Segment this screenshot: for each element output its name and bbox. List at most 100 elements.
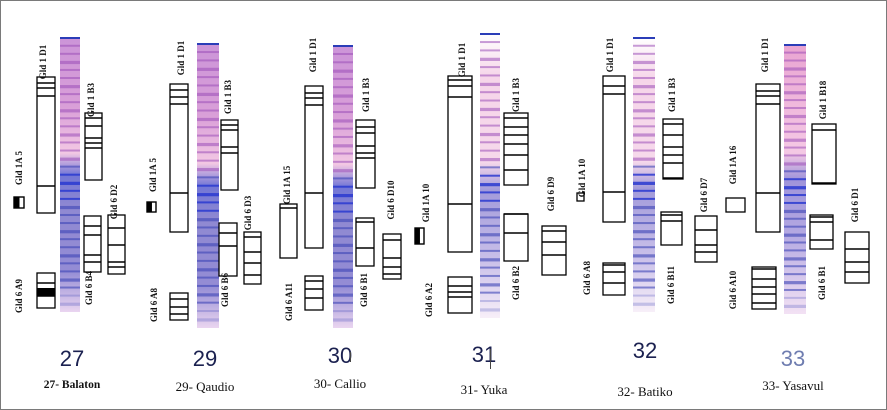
gel-band xyxy=(333,210,353,213)
gel-band xyxy=(197,67,219,71)
variety-name: 32- Batiko xyxy=(617,384,673,399)
gel-band xyxy=(784,83,806,86)
gel-band xyxy=(333,252,353,255)
locus-label-gld1a: Gld 1A 5 xyxy=(148,157,158,192)
gld-1d-box xyxy=(169,83,189,233)
gel-band xyxy=(197,159,219,162)
gel-band xyxy=(480,291,500,294)
locus-label-gld6d: Gld 6 D3 xyxy=(243,195,253,230)
locus-label-gld6a: Gld 6 A8 xyxy=(149,287,159,322)
gel-band xyxy=(197,76,219,79)
gel-band xyxy=(480,241,500,244)
gel-lane xyxy=(633,37,655,312)
variety-name: 31- Yuka xyxy=(460,382,508,397)
gel-band xyxy=(784,296,806,299)
locus-label-gld6b: Gld 6 B1 xyxy=(817,265,827,300)
gel-lane xyxy=(60,37,80,312)
gel-band xyxy=(60,270,80,273)
gel-band xyxy=(333,310,353,313)
gel-band xyxy=(197,276,219,279)
gel-band xyxy=(480,266,500,269)
gld-6b-box xyxy=(218,222,238,277)
lane-32: Gld 1 D1 Gld 1 B3 Gld 1A 10 Gld 6 A8 Gld 6 B… xyxy=(576,37,718,312)
gld-6a-box-outline xyxy=(304,275,324,311)
gel-band xyxy=(633,286,655,289)
gel-band xyxy=(60,85,80,89)
gel-band xyxy=(480,166,500,169)
gel-band xyxy=(197,193,219,197)
gel-band xyxy=(633,181,655,185)
gel-band xyxy=(333,144,353,148)
gel-band xyxy=(333,102,353,105)
gel-band xyxy=(480,124,500,127)
gel-band xyxy=(197,251,219,254)
tick-mark xyxy=(350,352,351,362)
gel-band xyxy=(784,138,806,142)
gld-6b-box-outline xyxy=(218,222,238,277)
locus-label-gld6d: Gld 6 D7 xyxy=(699,177,709,212)
gel-lane xyxy=(333,45,353,328)
gel-band xyxy=(633,213,655,216)
gel-band xyxy=(633,278,655,282)
gel-band xyxy=(60,254,80,258)
gel-band xyxy=(480,174,500,177)
locus-label-gld1a: Gld 1A 15 xyxy=(282,165,292,204)
gld-6d-box xyxy=(243,231,262,285)
gel-band xyxy=(784,265,806,268)
gld-1a-box xyxy=(146,201,157,213)
gel-band xyxy=(633,246,655,249)
gel-band xyxy=(784,288,806,291)
gld-6a-box-outline xyxy=(751,266,777,310)
gel-band xyxy=(333,301,353,304)
gel-band xyxy=(60,157,80,161)
locus-label-gld6a: Gld 6 A8 xyxy=(582,260,592,295)
gel-band xyxy=(60,262,80,265)
gel-band xyxy=(60,173,80,176)
gld-1d-box xyxy=(755,83,781,233)
locus-label-gld6b: Gld 6 B2 xyxy=(511,265,521,300)
gld-1b-box xyxy=(662,118,684,180)
locus-labels: Gld 1 D1 Gld 1 B3 Gld 1A 15 Gld 6 A11 Gld 6 … xyxy=(282,37,396,321)
gel-band xyxy=(60,141,80,144)
gel-band xyxy=(60,230,80,234)
gel-band xyxy=(60,286,80,289)
gel-band xyxy=(60,197,80,200)
gel-band xyxy=(197,51,219,54)
gel-band xyxy=(480,199,500,202)
lane-number: 30 xyxy=(327,343,353,368)
gld-1b-box-outline xyxy=(503,112,529,186)
gel-band xyxy=(333,185,353,188)
gld-6b-box-outline xyxy=(809,214,834,250)
lane-number: 27 xyxy=(59,346,85,371)
gld-6a-box xyxy=(602,262,626,296)
gel-band xyxy=(480,82,500,87)
gel-band xyxy=(197,318,219,322)
gel-band xyxy=(633,238,655,241)
gld-1d-box-outline xyxy=(36,76,56,214)
gel-band xyxy=(784,273,806,276)
lane-29: Gld 1 D1 Gld 1 B3 Gld 1A 5 Gld 6 A8 Gld 6 B6… xyxy=(146,40,262,328)
gel-band xyxy=(784,178,806,181)
gel-band xyxy=(60,278,80,282)
gld-1a-box xyxy=(576,192,585,202)
lane-number: 33 xyxy=(780,346,806,371)
gld-6d-box xyxy=(107,214,126,275)
gel-band xyxy=(197,167,219,172)
gel-band xyxy=(197,59,219,62)
gel-lane xyxy=(480,33,500,318)
gel-band xyxy=(60,205,80,210)
gel-band xyxy=(633,254,655,258)
gel-band xyxy=(333,243,353,247)
gel-lane xyxy=(784,44,806,314)
gel-band xyxy=(784,114,806,119)
gel-band xyxy=(633,157,655,161)
gld-6a-box-band xyxy=(37,292,55,296)
locus-label-gld1a: Gld 1A 16 xyxy=(728,145,738,184)
gld-6d-box-outline xyxy=(844,231,870,284)
gel-band xyxy=(784,201,806,204)
gel-band xyxy=(784,249,806,252)
gel-band xyxy=(633,197,655,200)
gel-band xyxy=(197,201,219,204)
gld-6d-box-outline xyxy=(541,225,567,276)
gel-band xyxy=(60,294,80,297)
